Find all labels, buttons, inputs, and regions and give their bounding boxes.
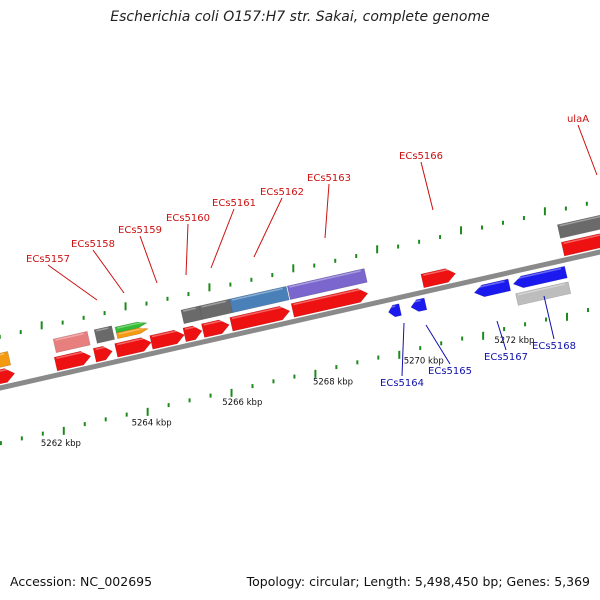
- tick-label: 5270 kbp: [404, 357, 444, 367]
- forward-cds-arrow: [114, 337, 152, 358]
- forward-cds-arrow-shine: [151, 329, 180, 338]
- forward-leader-line: [577, 124, 598, 176]
- forward-leader-line: [47, 264, 98, 301]
- forward-leader-line: [253, 197, 283, 258]
- genome-summary-text: Topology: circular; Length: 5,498,450 bp…: [246, 574, 590, 589]
- forward-cds-arrow-shine: [116, 337, 147, 346]
- forward-cds-arrow-shine: [203, 319, 225, 326]
- forward-gene-block-shine: [289, 270, 361, 288]
- reverse-gene-label: ECs5165: [428, 366, 472, 377]
- forward-gene-block-shine: [55, 332, 84, 341]
- tick-label: 5264 kbp: [132, 418, 172, 428]
- forward-gene-block: [229, 285, 290, 314]
- reverse-leader-line: [496, 320, 507, 351]
- forward-cds-arrow: [53, 350, 92, 372]
- forward-cds-arrow: [560, 233, 600, 257]
- forward-gene-label: ECs5160: [166, 213, 210, 224]
- forward-gene-label: ECs5159: [118, 225, 162, 236]
- forward-gene-label: ECs5161: [212, 198, 256, 209]
- reverse-gene-block-shine: [517, 283, 565, 296]
- forward-gene-block: [199, 298, 234, 320]
- forward-cds-arrow: [290, 288, 369, 318]
- forward-cds-arrow-shine: [563, 234, 600, 245]
- forward-gene-label: ulaA: [567, 114, 589, 125]
- forward-gene-block-shine: [559, 215, 600, 227]
- forward-gene-block: [0, 351, 12, 368]
- forward-gene-label: ECs5166: [399, 151, 443, 162]
- forward-cds-arrow: [229, 305, 291, 332]
- reverse-gene-label: ECs5167: [484, 352, 528, 363]
- reverse-leader-line: [401, 322, 405, 377]
- reverse-gene-label: ECs5164: [380, 378, 424, 389]
- reverse-cds-arrow-shine: [514, 267, 562, 280]
- forward-cds-arrow-shine: [293, 288, 363, 306]
- forward-cds-arrow: [92, 345, 113, 363]
- forward-cds-arrow: [182, 325, 203, 343]
- reverse-cds-arrow: [388, 303, 402, 318]
- feature-layer: [0, 214, 600, 385]
- backbone-layer: [0, 249, 600, 391]
- forward-gene-block-shine: [182, 307, 196, 312]
- forward-gene-label: ECs5162: [260, 187, 304, 198]
- forward-gene-arrow: [114, 321, 148, 334]
- reverse-cds-arrow-shine: [389, 305, 396, 309]
- reverse-leader-line: [543, 295, 555, 340]
- forward-cds-arrow-shine: [56, 350, 86, 360]
- label-layer: 5262 kbp 5264 kbp 5266 kbp 5268 kbp 5270 kbp…: [26, 114, 589, 449]
- forward-gene-label: ECs5163: [307, 173, 351, 184]
- forward-cds-arrow: [201, 319, 230, 338]
- forward-gene-block-shine: [231, 287, 283, 301]
- forward-cds-arrow-shine: [95, 346, 108, 351]
- tick-label: 5268 kbp: [313, 377, 353, 387]
- forward-gene-block-shine: [201, 300, 227, 308]
- reverse-cds-arrow: [473, 278, 512, 298]
- forward-cds-arrow-shine: [0, 368, 10, 372]
- reverse-cds-arrow-shine: [411, 299, 421, 304]
- tick-label: 5266 kbp: [222, 398, 262, 408]
- tick-layer: [0, 201, 589, 446]
- forward-gene-block: [52, 330, 91, 354]
- tick-label: 5262 kbp: [41, 439, 81, 449]
- reverse-gene-label: ECs5168: [532, 341, 576, 352]
- forward-gene-block-shine: [96, 327, 109, 332]
- accession-text: Accession: NC_002695: [10, 574, 153, 589]
- genome-backbone: [0, 249, 600, 391]
- forward-gene-block: [556, 214, 600, 239]
- reverse-cds-arrow: [512, 265, 568, 289]
- leader-layer: [47, 124, 598, 377]
- forward-gene-block: [93, 325, 116, 344]
- forward-gene-arrow-shine: [117, 321, 143, 329]
- map-title: Escherichia coli O157:H7 str. Sakai, com…: [110, 9, 490, 25]
- forward-leader-line: [324, 183, 330, 239]
- forward-leader-line: [139, 235, 158, 284]
- forward-leader-line: [92, 249, 125, 294]
- reverse-gene-block: [515, 281, 572, 306]
- forward-gene-label: ECs5157: [26, 254, 70, 265]
- forward-cds-arrow: [420, 268, 457, 289]
- reverse-leader-line: [425, 324, 451, 365]
- forward-cds-arrow: [0, 368, 16, 385]
- forward-cds-arrow-shine: [231, 305, 285, 320]
- forward-leader-line: [185, 223, 189, 276]
- forward-leader-line: [210, 208, 235, 269]
- forward-cds-arrow: [149, 329, 185, 350]
- forward-gene-block: [286, 268, 368, 300]
- forward-gene-label: ECs5158: [71, 239, 115, 250]
- forward-gene-arrow: [115, 327, 150, 340]
- reverse-cds-arrow: [410, 297, 428, 312]
- forward-cds-arrow-shine: [185, 325, 198, 330]
- forward-gene-arrow-shine: [118, 327, 145, 335]
- forward-cds-arrow-shine: [422, 268, 451, 276]
- forward-leader-line: [420, 161, 434, 211]
- tick-label: 5272 kbp: [494, 336, 534, 346]
- reverse-cds-arrow-shine: [475, 280, 505, 289]
